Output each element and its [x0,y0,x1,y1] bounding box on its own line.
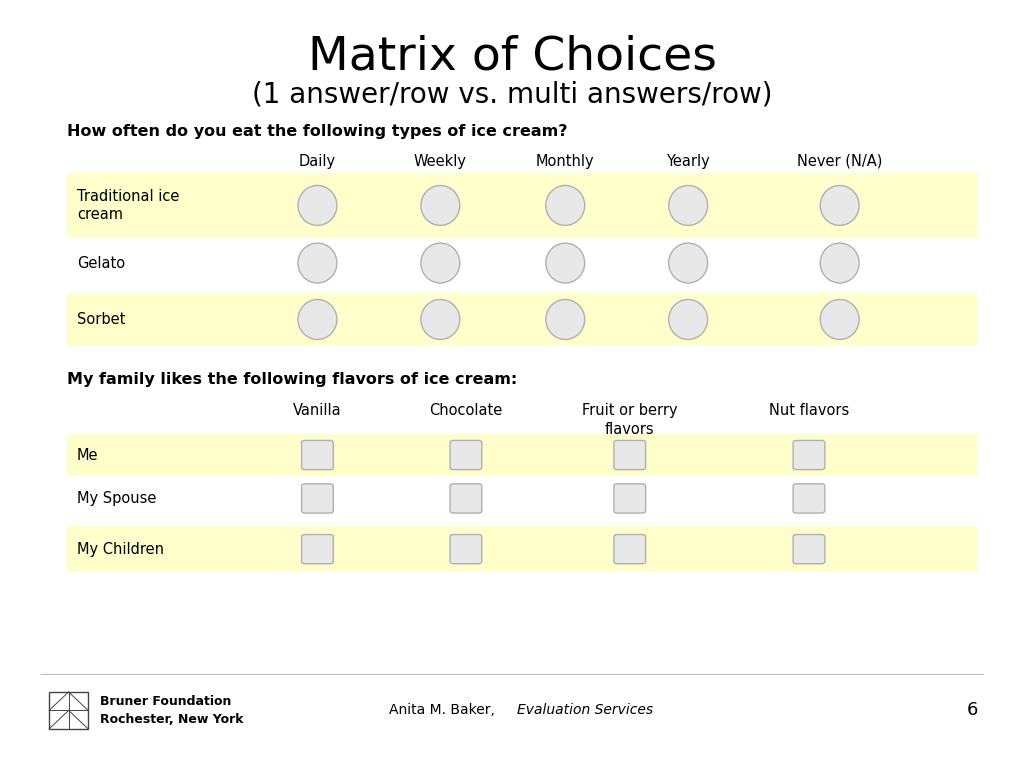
Ellipse shape [669,243,708,283]
Ellipse shape [421,300,460,339]
Ellipse shape [546,186,585,226]
Ellipse shape [298,186,337,226]
FancyBboxPatch shape [451,441,482,470]
Text: My family likes the following flavors of ice cream:: My family likes the following flavors of… [67,372,517,388]
Bar [49,692,88,729]
Ellipse shape [820,300,859,339]
Bar [67,476,978,521]
FancyBboxPatch shape [794,441,825,470]
Text: Anita M. Baker,: Anita M. Baker, [389,703,500,717]
Text: Chocolate: Chocolate [429,403,503,419]
Text: Weekly: Weekly [414,154,467,169]
Text: Vanilla: Vanilla [293,403,342,419]
Ellipse shape [298,300,337,339]
Ellipse shape [669,300,708,339]
Text: Evaluation Services: Evaluation Services [517,703,653,717]
Text: Daily: Daily [299,154,336,169]
FancyBboxPatch shape [301,535,334,564]
Text: 6: 6 [967,701,978,720]
Text: Gelato: Gelato [77,256,125,270]
Text: Never (N/A): Never (N/A) [797,154,883,169]
FancyBboxPatch shape [614,441,646,470]
Ellipse shape [421,243,460,283]
Text: Bruner Foundation: Bruner Foundation [100,695,231,707]
Text: Sorbet: Sorbet [77,312,125,327]
Bar [67,293,978,346]
Bar [67,173,978,238]
Text: Me: Me [77,448,98,462]
FancyBboxPatch shape [451,535,482,564]
Ellipse shape [820,186,859,226]
FancyBboxPatch shape [794,535,825,564]
Text: (1 answer/row vs. multi answers/row): (1 answer/row vs. multi answers/row) [252,81,772,108]
Ellipse shape [546,243,585,283]
Ellipse shape [421,186,460,226]
Text: My Children: My Children [77,541,164,557]
FancyBboxPatch shape [301,484,334,513]
Bar [67,526,978,572]
FancyBboxPatch shape [794,484,825,513]
FancyBboxPatch shape [614,535,646,564]
Text: Nut flavors: Nut flavors [769,403,849,419]
Text: My Spouse: My Spouse [77,491,157,506]
Text: How often do you eat the following types of ice cream?: How often do you eat the following types… [67,124,567,140]
Text: Traditional ice
cream: Traditional ice cream [77,189,179,222]
Ellipse shape [820,243,859,283]
FancyBboxPatch shape [301,441,334,470]
Text: Rochester, New York: Rochester, New York [100,713,244,726]
FancyBboxPatch shape [451,484,482,513]
Text: Fruit or berry
flavors: Fruit or berry flavors [582,403,678,437]
Ellipse shape [669,186,708,226]
Ellipse shape [298,243,337,283]
Bar [67,238,978,288]
Text: Matrix of Choices: Matrix of Choices [307,35,717,80]
Text: Yearly: Yearly [667,154,710,169]
Ellipse shape [546,300,585,339]
FancyBboxPatch shape [614,484,646,513]
Bar [67,434,978,476]
Text: Monthly: Monthly [536,154,595,169]
